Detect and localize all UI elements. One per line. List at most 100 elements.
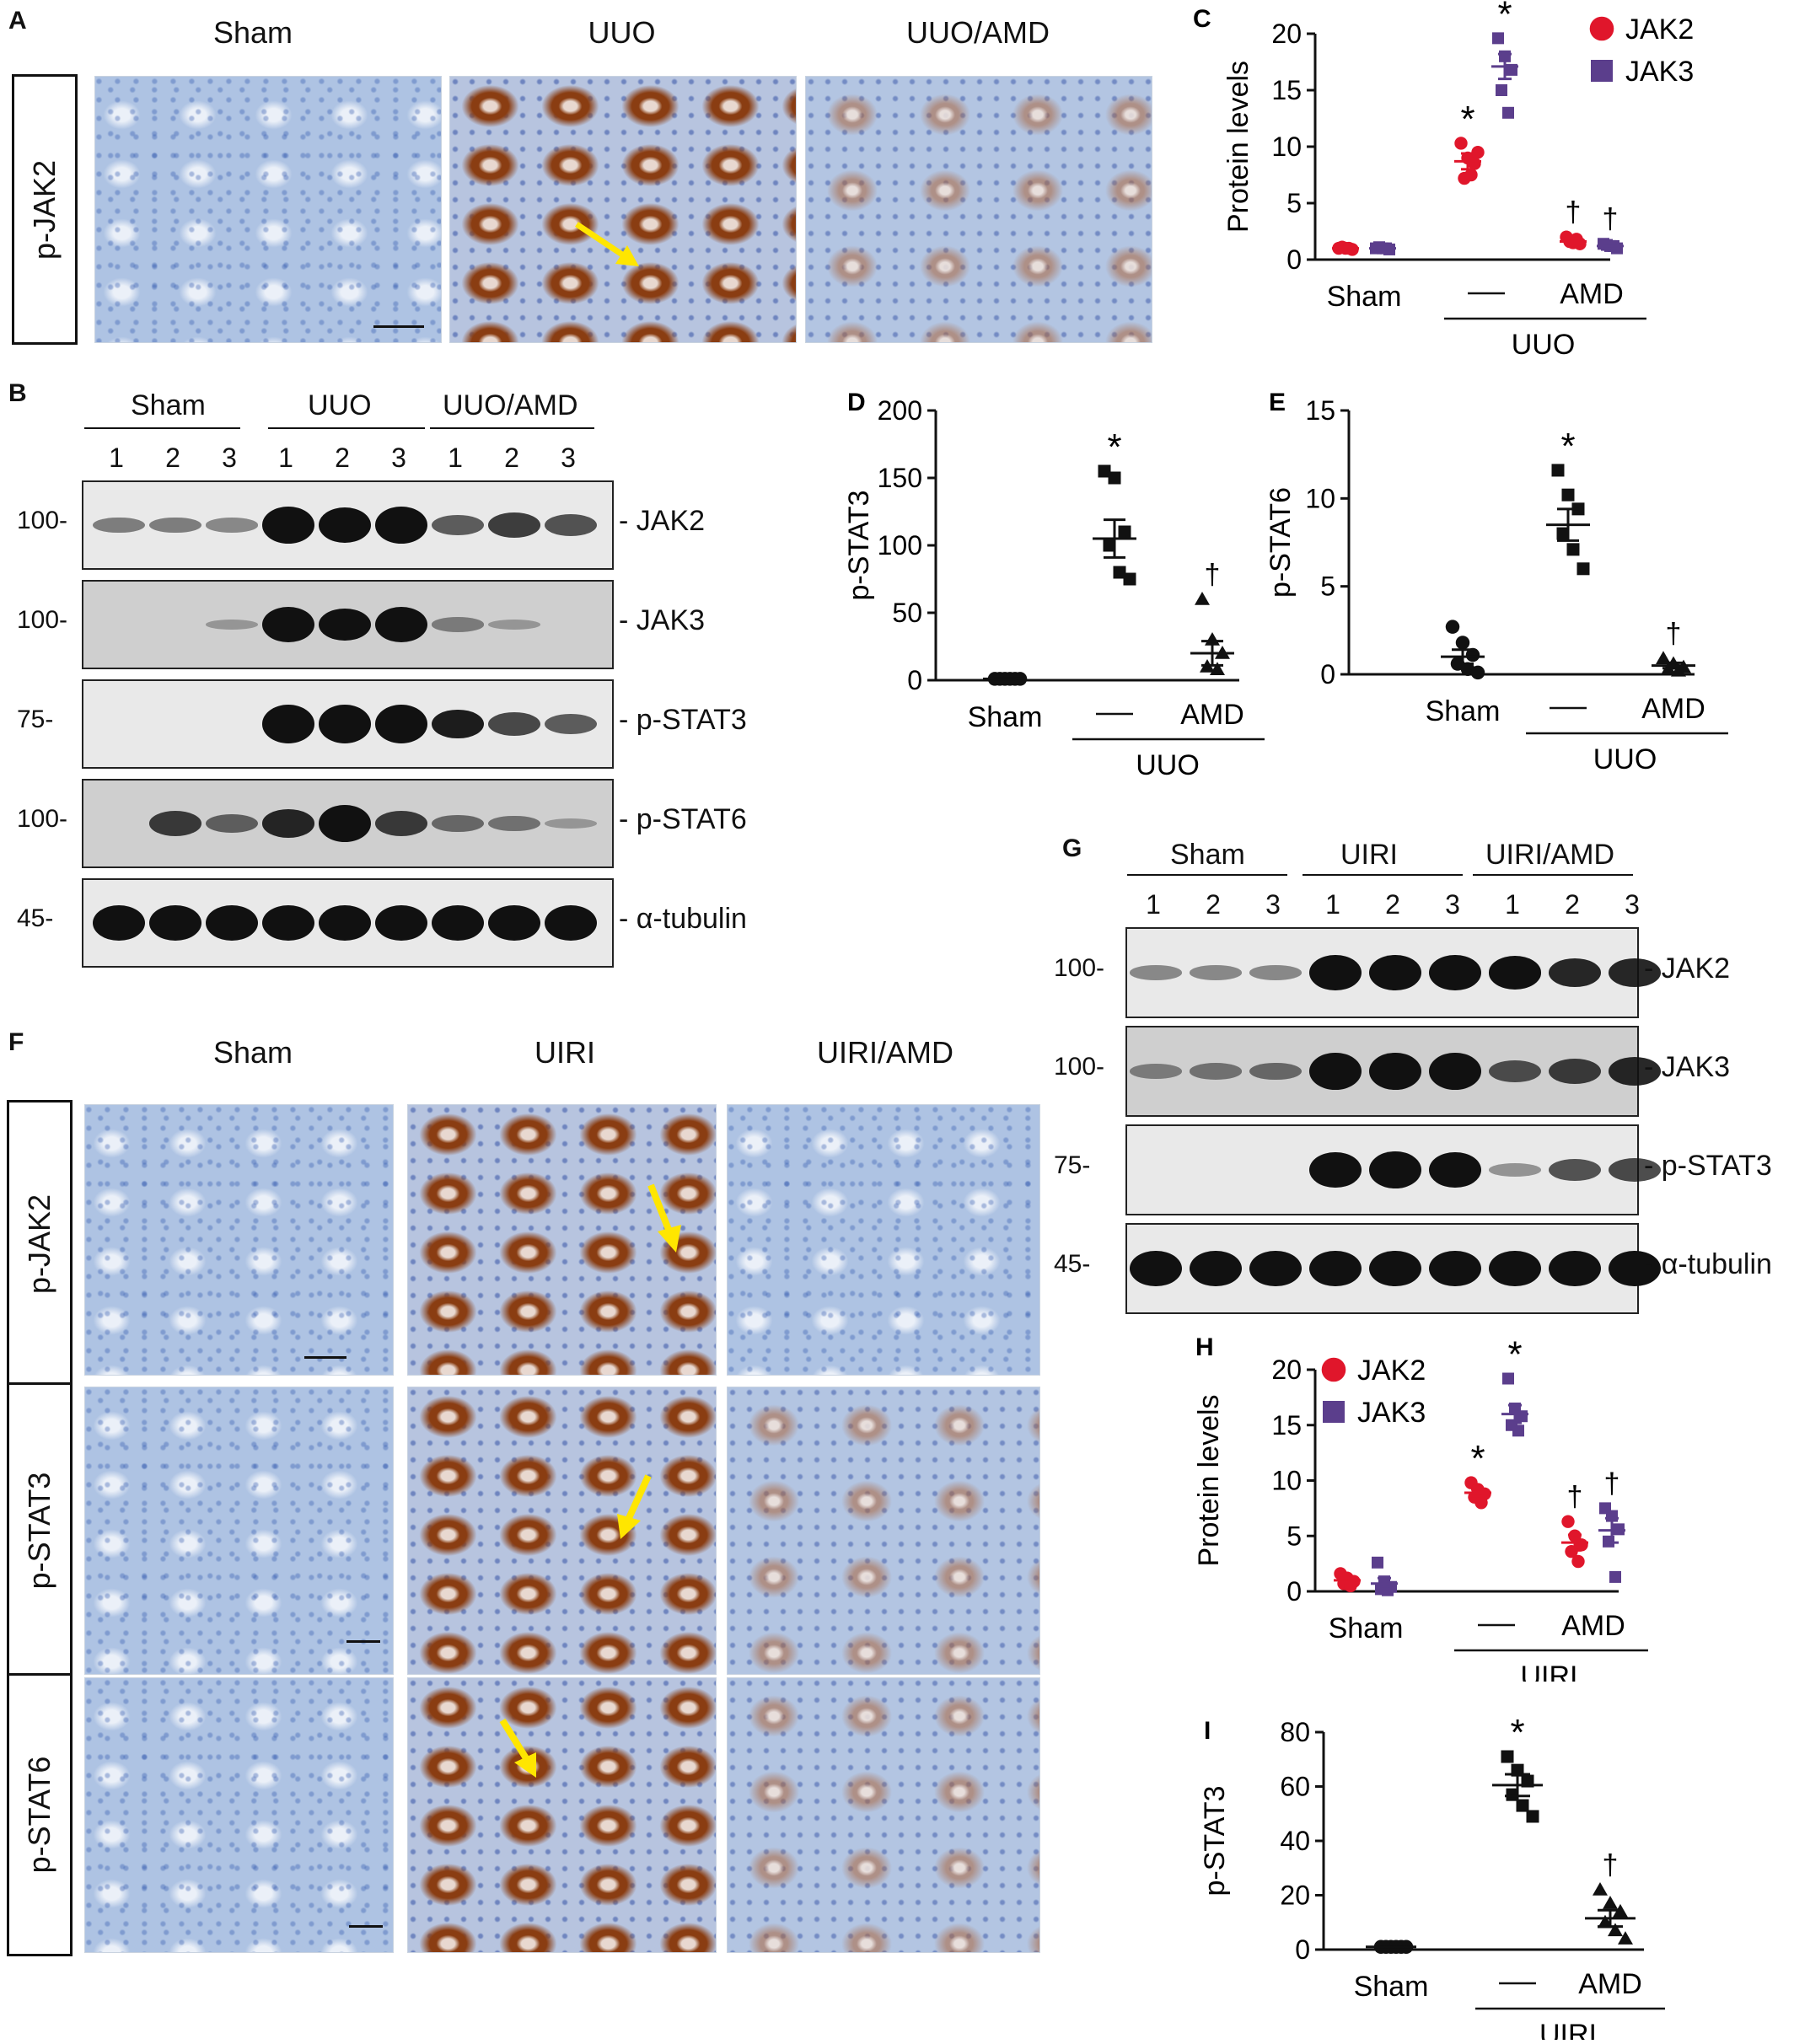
data-point bbox=[1603, 1896, 1618, 1909]
mw-marker: 100- bbox=[17, 507, 68, 534]
band bbox=[319, 608, 371, 641]
y-axis-label: Protein levels bbox=[1222, 61, 1254, 233]
data-point bbox=[1123, 572, 1136, 586]
band bbox=[319, 805, 371, 842]
band bbox=[262, 705, 314, 743]
micrograph-sham-p-jak2 bbox=[84, 1104, 394, 1376]
lane-number: 1 bbox=[1505, 889, 1520, 920]
micrograph-uiri-p-stat3 bbox=[407, 1387, 717, 1675]
scale-bar bbox=[346, 1640, 380, 1643]
band bbox=[1489, 956, 1541, 990]
blot-label: - JAK2 bbox=[619, 505, 706, 537]
group-label: UUO bbox=[1593, 743, 1657, 775]
band bbox=[1309, 1250, 1362, 1287]
series-jak3: *† bbox=[1369, 0, 1624, 255]
legend-swatch bbox=[1591, 60, 1613, 82]
data-point bbox=[1108, 471, 1121, 485]
band bbox=[1549, 1158, 1601, 1182]
series-jak3: *† bbox=[1371, 1334, 1625, 1596]
category-label-sham: Sham bbox=[968, 701, 1043, 733]
data-point bbox=[1566, 543, 1580, 556]
y-axis-label: p-STAT6 bbox=[1265, 487, 1297, 598]
arrow-icon bbox=[647, 1183, 681, 1253]
band bbox=[149, 811, 201, 836]
data-point bbox=[1502, 106, 1514, 119]
group-label-sham: Sham bbox=[1170, 839, 1245, 871]
legend-label: JAK3 bbox=[1357, 1397, 1426, 1429]
row-label-p-jak2: p-JAK2 bbox=[7, 1100, 73, 1387]
data-point bbox=[1470, 665, 1485, 680]
group-label-sham: Sham bbox=[131, 389, 206, 421]
group-label: UIRI bbox=[1539, 2019, 1597, 2040]
column-title-sham: Sham bbox=[212, 1035, 293, 1070]
band bbox=[1489, 1060, 1541, 1083]
data-point bbox=[1512, 1424, 1524, 1437]
micrograph-uiri-p-stat6 bbox=[407, 1677, 717, 1953]
lane-number: 3 bbox=[561, 443, 576, 473]
category-label-sham: Sham bbox=[1426, 695, 1501, 727]
band bbox=[488, 815, 540, 832]
band bbox=[1429, 1151, 1481, 1188]
blot-p-stat6 bbox=[82, 779, 614, 868]
band bbox=[1609, 1157, 1661, 1183]
blot-p-stat3 bbox=[1125, 1124, 1661, 1215]
row-label-p-jak2: p-JAK2 bbox=[12, 74, 78, 345]
column-title-uuo: UUO bbox=[588, 15, 656, 50]
category-label-amd: AMD bbox=[1561, 1610, 1625, 1642]
band bbox=[1609, 1250, 1661, 1287]
band bbox=[1309, 1052, 1362, 1091]
band bbox=[1249, 965, 1302, 980]
band bbox=[1309, 954, 1362, 991]
data-point bbox=[1671, 663, 1686, 677]
y-tick-label: 5 bbox=[1286, 1521, 1302, 1551]
band bbox=[432, 709, 484, 739]
series-jak2: *† bbox=[1334, 1438, 1588, 1593]
data-point bbox=[1656, 651, 1671, 664]
data-point bbox=[1492, 32, 1504, 45]
data-point bbox=[1551, 464, 1565, 477]
data-point bbox=[1455, 636, 1470, 650]
panel-label-g: G bbox=[1062, 834, 1082, 862]
significance-mark: * bbox=[1107, 427, 1121, 468]
band bbox=[206, 620, 258, 630]
band bbox=[93, 517, 145, 534]
legend-label: JAK2 bbox=[1357, 1355, 1426, 1387]
band bbox=[375, 606, 427, 643]
y-tick-label: 10 bbox=[1271, 1466, 1302, 1496]
significance-mark: † bbox=[1603, 203, 1619, 235]
data-point bbox=[1506, 1788, 1519, 1801]
band bbox=[262, 904, 314, 942]
band bbox=[375, 904, 427, 942]
y-tick-label: 60 bbox=[1280, 1772, 1310, 1802]
mw-marker: 100- bbox=[17, 606, 68, 634]
lane-number: 1 bbox=[278, 443, 293, 473]
category-label-amd: AMD bbox=[1641, 693, 1705, 725]
data-point bbox=[1118, 525, 1131, 539]
category-label-amd: AMD bbox=[1180, 699, 1244, 731]
lane-number: 1 bbox=[109, 443, 124, 473]
micrograph-uiri-amd-p-stat6 bbox=[727, 1677, 1040, 1953]
significance-mark: * bbox=[1497, 0, 1512, 35]
band bbox=[262, 507, 314, 544]
data-point bbox=[1502, 1372, 1514, 1385]
mw-marker: 45- bbox=[17, 904, 54, 932]
row-label-p-stat3: p-STAT3 bbox=[7, 1382, 73, 1678]
data-point bbox=[1496, 84, 1507, 96]
y-tick-label: 15 bbox=[1305, 395, 1335, 426]
band bbox=[1190, 965, 1242, 980]
scale-bar bbox=[304, 1356, 346, 1359]
blot-label: - JAK3 bbox=[619, 604, 706, 636]
y-tick-label: 20 bbox=[1280, 1880, 1310, 1911]
band bbox=[1369, 1250, 1421, 1287]
y-tick-label: 80 bbox=[1280, 1717, 1310, 1747]
y-tick-label: 50 bbox=[892, 598, 922, 628]
data-point bbox=[1576, 562, 1590, 576]
data-point bbox=[1526, 1810, 1539, 1823]
column-title-sham: Sham bbox=[212, 15, 293, 50]
panel-label: E bbox=[1269, 389, 1286, 416]
mw-marker: 100- bbox=[1054, 1053, 1105, 1081]
blot-label: - JAK3 bbox=[1644, 1051, 1731, 1083]
data-point bbox=[1561, 1515, 1575, 1528]
